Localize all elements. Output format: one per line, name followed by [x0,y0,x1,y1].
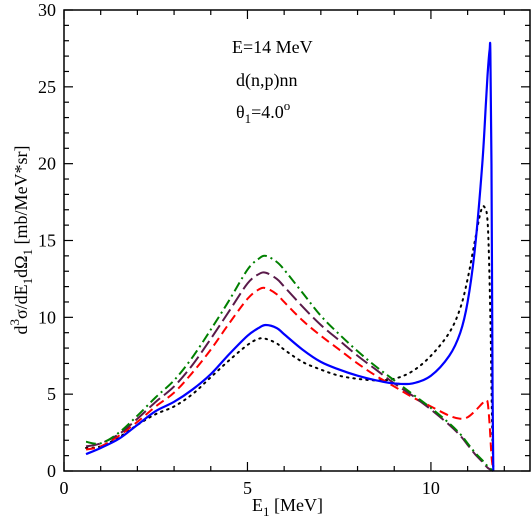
annotation-angle: θ1=4.0o [236,98,290,126]
x-tick-label: 10 [422,478,440,498]
y-tick-label: 15 [38,231,56,251]
y-label-p3: dΩ [11,255,31,277]
annotation-angle-sup: o [284,98,291,113]
x-tick-label: 0 [60,478,69,498]
x-label-rest: [MeV] [270,495,323,515]
x-tick-label: 5 [243,478,252,498]
x-axis-label: E1 [MeV] [252,495,323,519]
y-tick-label: 0 [47,461,56,481]
annotation-angle-eq: =4.0 [251,102,284,122]
series-solid-line [85,41,495,472]
series-dashdot-line [85,254,494,472]
y-label-sup1: 3 [7,319,22,326]
axis-ticks [63,9,530,472]
y-tick-label: 5 [47,384,56,404]
y-tick-label: 10 [38,307,56,327]
y-tick-label: 25 [38,77,56,97]
annotation-angle-sub: 1 [245,111,252,126]
series-dashed-line [85,286,495,472]
x-label-sub: 1 [263,504,270,519]
annotation-reaction: d(n,p)nn [236,70,298,91]
y-tick-label: 30 [38,0,56,20]
y-tick-label: 20 [38,154,56,174]
y-label-sub1: 1 [20,278,35,285]
y-label-p4: [mb/MeV*sr] [11,145,31,248]
annotation-energy: E=14 MeV [232,37,313,57]
x-label-main: E [252,495,263,515]
y-label-p1: d [11,326,31,335]
tick-labels: 0 5 10 0 5 10 15 20 25 30 [38,0,440,498]
y-label-p2: σ/dE [11,284,31,319]
data-curves [85,41,495,472]
y-axis-label: d3σ/dE1dΩ1 [mb/MeV*sr] [7,145,35,334]
y-label-sub2: 1 [20,249,35,256]
series-dotted-line [85,204,495,472]
annotation-angle-theta: θ [236,102,245,122]
series-longdash-line [85,271,494,472]
